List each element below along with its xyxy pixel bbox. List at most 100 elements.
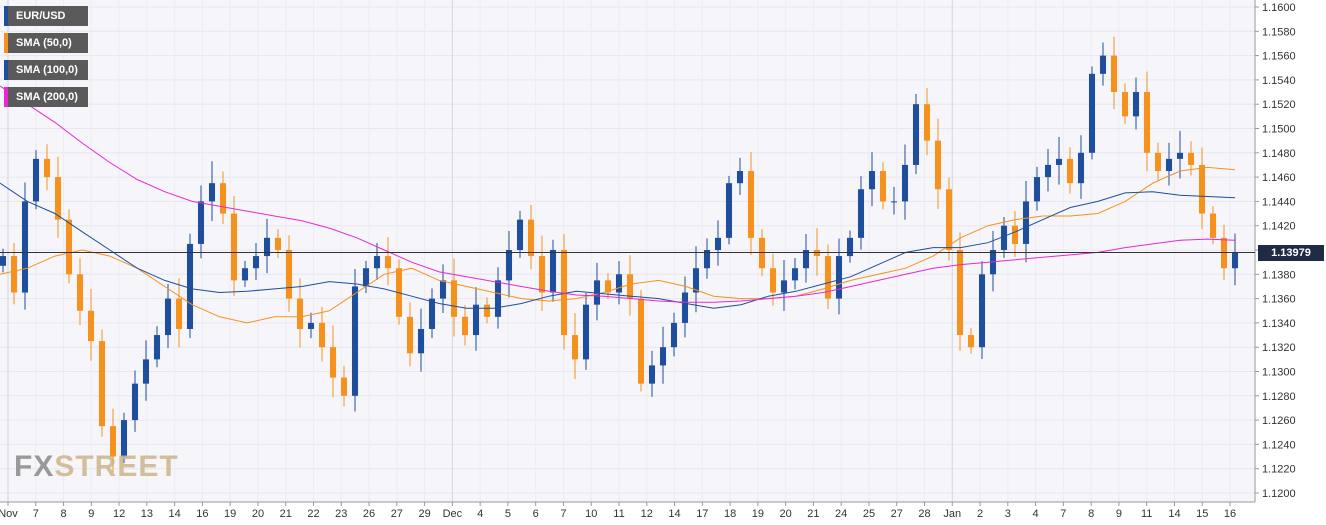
candle-body: [802, 250, 810, 269]
x-tick-label: 13: [141, 508, 153, 520]
x-tick-label: 21: [280, 508, 292, 520]
candle-body: [703, 250, 711, 269]
candle-body: [868, 171, 876, 190]
candle-body: [879, 171, 887, 202]
candle-body: [967, 335, 975, 348]
candle-body: [252, 256, 260, 269]
x-tick-label: 12: [641, 508, 653, 520]
candle-body: [362, 268, 370, 287]
x-tick-label: 7: [33, 508, 39, 520]
x-tick-label: 7: [1060, 508, 1066, 520]
sma-100-line: [0, 182, 1236, 309]
x-tick-label: 14: [668, 508, 680, 520]
legend-label: SMA (50,0): [16, 37, 72, 49]
candle-body: [0, 256, 7, 266]
x-tick-label: 19: [752, 508, 764, 520]
candle-body: [890, 201, 898, 203]
x-tick-label: 9: [88, 508, 94, 520]
candle-body: [164, 298, 172, 336]
x-tick-label: 17: [696, 508, 708, 520]
candlesticks: [0, 36, 1239, 473]
candle-body: [274, 237, 282, 250]
y-tick-label: 1.1600: [1262, 2, 1296, 14]
candle-body: [538, 256, 546, 293]
candle-body: [1231, 252, 1239, 269]
candle-body: [846, 237, 854, 257]
x-tick-label: 15: [1196, 508, 1208, 520]
legend: EUR/USD SMA (50,0) SMA (100,0) SMA (200,…: [4, 6, 88, 114]
candle-body: [1198, 164, 1206, 214]
candle-body: [681, 292, 689, 323]
legend-item-eurusd: EUR/USD: [4, 6, 88, 26]
candle-body: [1000, 225, 1008, 250]
candle-body: [1055, 158, 1063, 165]
candle-body: [1011, 225, 1019, 244]
candle-body: [1154, 152, 1162, 172]
candle-body: [406, 316, 414, 354]
x-tick-label: 4: [1033, 508, 1039, 520]
candle-body: [934, 140, 942, 190]
x-tick-label: 5: [505, 508, 511, 520]
candle-body: [560, 250, 568, 336]
x-tick-label: 7: [560, 508, 566, 520]
candle-body: [604, 280, 612, 293]
legend-label: SMA (100,0): [16, 64, 78, 76]
candle-body: [76, 274, 84, 311]
candle-body: [714, 237, 722, 250]
x-tick-label: Jan: [943, 508, 961, 520]
candle-body: [637, 298, 645, 384]
legend-swatch: [4, 6, 8, 26]
x-tick-label: 16: [196, 508, 208, 520]
candle-body: [1121, 92, 1129, 117]
fxstreet-logo: FXSTREET: [14, 450, 179, 484]
y-tick-label: 1.1580: [1262, 26, 1296, 38]
candle-body: [725, 183, 733, 238]
candle-body: [1165, 158, 1173, 172]
candle-body: [1044, 164, 1052, 178]
candle-body: [241, 268, 249, 281]
candle-body: [450, 280, 458, 317]
candle-body: [142, 359, 150, 384]
y-tick-label: 1.1280: [1262, 391, 1296, 403]
x-tick-label: 14: [1168, 508, 1180, 520]
legend-swatch: [4, 33, 8, 53]
legend-item-sma100: SMA (100,0): [4, 60, 88, 80]
x-tick-label: 14: [169, 508, 181, 520]
candle-body: [1132, 92, 1140, 117]
candle-body: [978, 274, 986, 348]
candle-body: [483, 304, 491, 317]
candle-body: [1187, 152, 1195, 165]
moving-averages: [0, 85, 1236, 324]
x-tick-label: 24: [835, 508, 847, 520]
candle-body: [659, 347, 667, 366]
candle-body: [1099, 55, 1107, 74]
x-tick-label: 8: [60, 508, 66, 520]
y-tick-label: 1.1540: [1262, 75, 1296, 87]
candle-body: [186, 243, 194, 329]
logo-fx: FX: [14, 450, 55, 483]
candle-body: [32, 158, 40, 202]
legend-label: SMA (200,0): [16, 91, 78, 103]
x-tick-label: 20: [252, 508, 264, 520]
x-tick-label: 18: [724, 508, 736, 520]
candle-body: [461, 316, 469, 336]
y-tick-label: 1.1360: [1262, 294, 1296, 306]
last-price-tag: 1.13979: [1258, 244, 1324, 261]
x-tick-label: 28: [918, 508, 930, 520]
x-tick-label: Dec: [443, 508, 463, 520]
candle-body: [1176, 152, 1184, 159]
x-tick-label: 8: [1088, 508, 1094, 520]
candle-body: [857, 189, 865, 238]
candle-body: [1110, 55, 1118, 93]
candle-body: [439, 280, 447, 299]
y-tick-label: 1.1260: [1262, 415, 1296, 427]
candle-body: [769, 268, 777, 293]
candle-body: [109, 426, 117, 457]
candle-body: [505, 250, 513, 281]
y-tick-label: 1.1500: [1262, 124, 1296, 136]
candle-body: [153, 335, 161, 360]
candle-body: [54, 177, 62, 220]
candle-body: [175, 298, 183, 329]
candle-body: [219, 183, 227, 214]
y-tick-label: 1.1320: [1262, 342, 1296, 354]
